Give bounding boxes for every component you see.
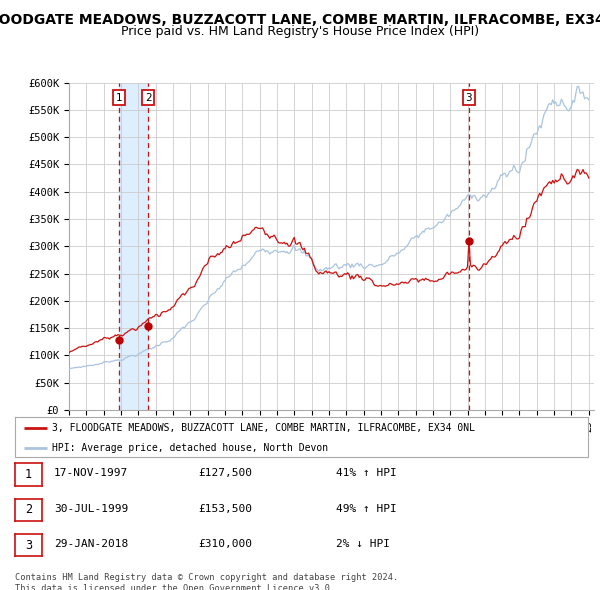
Text: £153,500: £153,500 xyxy=(198,504,252,513)
Text: 41% ↑ HPI: 41% ↑ HPI xyxy=(336,468,397,478)
Text: 17-NOV-1997: 17-NOV-1997 xyxy=(54,468,128,478)
Text: 2: 2 xyxy=(145,93,152,103)
Text: 3: 3 xyxy=(466,93,472,103)
Text: £127,500: £127,500 xyxy=(198,468,252,478)
Text: £310,000: £310,000 xyxy=(198,539,252,549)
Text: 2: 2 xyxy=(25,503,32,516)
Text: Price paid vs. HM Land Registry's House Price Index (HPI): Price paid vs. HM Land Registry's House … xyxy=(121,25,479,38)
Text: HPI: Average price, detached house, North Devon: HPI: Average price, detached house, Nort… xyxy=(52,444,328,454)
Text: 1: 1 xyxy=(25,468,32,481)
Text: Contains HM Land Registry data © Crown copyright and database right 2024.
This d: Contains HM Land Registry data © Crown c… xyxy=(15,573,398,590)
Text: 3, FLOODGATE MEADOWS, BUZZACOTT LANE, COMBE MARTIN, ILFRACOMBE, EX34 0NL: 3, FLOODGATE MEADOWS, BUZZACOTT LANE, CO… xyxy=(52,424,475,434)
Text: 1: 1 xyxy=(116,93,122,103)
Bar xyxy=(119,83,148,410)
Text: 3, FLOODGATE MEADOWS, BUZZACOTT LANE, COMBE MARTIN, ILFRACOMBE, EX34 0NL: 3, FLOODGATE MEADOWS, BUZZACOTT LANE, CO… xyxy=(0,13,600,27)
Text: 30-JUL-1999: 30-JUL-1999 xyxy=(54,504,128,513)
Text: 3: 3 xyxy=(25,539,32,552)
Text: 2% ↓ HPI: 2% ↓ HPI xyxy=(336,539,390,549)
Text: 49% ↑ HPI: 49% ↑ HPI xyxy=(336,504,397,513)
Text: 29-JAN-2018: 29-JAN-2018 xyxy=(54,539,128,549)
